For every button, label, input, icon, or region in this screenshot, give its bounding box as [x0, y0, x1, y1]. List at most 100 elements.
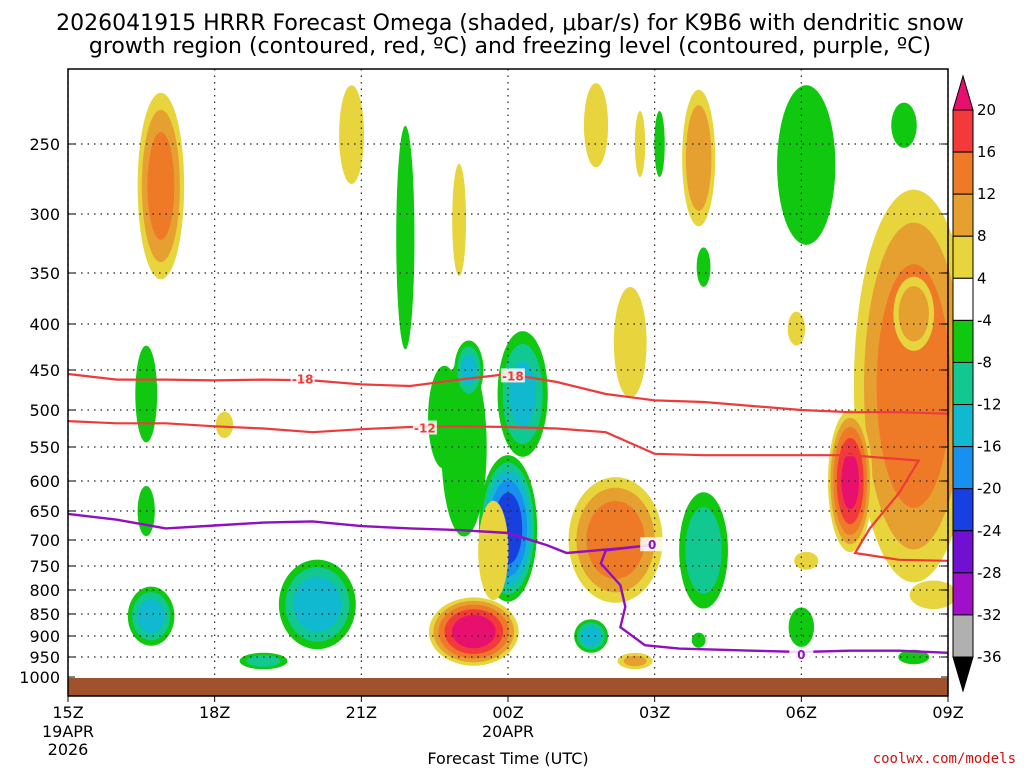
colorbar-bin: [952, 446, 974, 490]
colorbar-bottom-arrow: [952, 656, 974, 693]
x-tick-sublabel: 20APR: [482, 722, 534, 741]
x-tick-label: 06Z: [786, 703, 817, 722]
omega-cell: [497, 331, 548, 457]
chart-title-line-1: 2026041915 HRRR Forecast Omega (shaded, …: [56, 11, 964, 36]
omega-cell: [787, 311, 806, 346]
omega-contour-fill: [452, 163, 467, 277]
omega-contour-fill: [696, 247, 711, 287]
omega-cell: [452, 163, 467, 277]
omega-cell: [679, 492, 728, 609]
contour-lines: -18 -18 -12 0 0: [67, 368, 949, 662]
omega-cell: [617, 652, 653, 670]
omega-contour-fill: [685, 105, 712, 211]
omega-contour-fill: [396, 125, 415, 350]
omega-cell: [339, 85, 365, 184]
omega-cell: [135, 345, 158, 443]
dgz-contour-label: -12: [414, 422, 436, 436]
colorbar-label: 20: [977, 101, 996, 119]
y-tick-label: 950: [29, 648, 60, 667]
omega-cell: [777, 85, 836, 245]
omega-contour-fill: [215, 411, 234, 438]
omega-contour-fill: [691, 632, 706, 648]
omega-contour-fill: [428, 365, 461, 470]
omega-cell: [396, 125, 415, 350]
omega-contour-fill: [623, 655, 647, 667]
omega-cell: [428, 597, 519, 666]
colorbar-label: -16: [977, 438, 1002, 456]
credit-text: coolwx.com/models: [873, 751, 1016, 767]
dgz-contour-label: -18: [292, 373, 314, 387]
x-tick-label: 18Z: [199, 703, 230, 722]
colorbar-bin: [952, 235, 974, 279]
omega-cell: [428, 365, 461, 470]
y-tick-label: 600: [29, 472, 60, 491]
y-tick-label: 1000: [19, 668, 60, 687]
omega-contour-fill: [451, 614, 496, 649]
omega-contour-fill: [478, 500, 509, 601]
omega-contour-fill: [339, 85, 365, 184]
colorbar-bin: [952, 361, 974, 406]
omega-contour-fill: [613, 286, 647, 398]
colorbar-bin: [952, 109, 974, 153]
omega-contour-fill: [293, 576, 342, 633]
x-tick-label: 21Z: [346, 703, 377, 722]
dgz-contour-line: [67, 420, 949, 562]
omega-contour-fill: [583, 83, 609, 168]
y-tick-label: 550: [29, 438, 60, 457]
omega-cell: [613, 286, 647, 398]
y-axis: 250 300 350 400 450 500 550 600 650 700 750 800 850 9…: [19, 135, 948, 687]
ground-surface: [68, 678, 948, 696]
omega-contour-fill: [137, 599, 165, 634]
omega-contour-fill: [147, 132, 175, 240]
y-tick-label: 450: [29, 361, 60, 380]
omega-contour-fill: [586, 501, 645, 579]
omega-cell: [137, 92, 185, 280]
colorbar-label: 4: [977, 269, 987, 287]
x-tick-sublabel: 2026: [48, 740, 89, 759]
omega-cell: [891, 102, 917, 148]
omega-contour-fill: [777, 85, 836, 245]
omega-cell: [794, 551, 819, 570]
x-axis-label: Forecast Time (UTC): [427, 749, 588, 768]
colorbar-label: -32: [977, 606, 1002, 624]
colorbar-bin: [952, 614, 974, 658]
freezing-level-label: 0: [648, 538, 656, 552]
colorbar-bin: [952, 193, 974, 237]
omega-cell: [127, 586, 175, 646]
colorbar-bin: [952, 404, 974, 448]
colorbar-label: 8: [977, 227, 987, 245]
colorbar: 20 16 12 8 4 -4 -8 -12 -16 -20 -24 -28 -32 -36: [952, 74, 1002, 693]
colorbar-label: 16: [977, 143, 996, 161]
omega-contour-fill: [841, 452, 860, 510]
colorbar-label: -12: [977, 396, 1002, 414]
colorbar-label: -20: [977, 480, 1002, 498]
colorbar-bin: [952, 530, 974, 574]
omega-contour-fill: [685, 507, 722, 594]
omega-cell: [478, 500, 509, 601]
colorbar-label: -8: [977, 353, 992, 371]
contour-label-bg: [290, 371, 315, 386]
y-tick-label: 300: [29, 205, 60, 224]
contour-label-bg: [640, 537, 665, 552]
y-tick-label: 350: [29, 264, 60, 283]
x-tick-label: 00Z: [492, 703, 523, 722]
colorbar-bin: [952, 488, 974, 532]
contour-label-bg: [412, 420, 437, 435]
omega-cell: [278, 559, 356, 650]
colorbar-bin: [952, 277, 974, 321]
colorbar-bin: [952, 319, 974, 363]
omega-cell: [239, 652, 288, 670]
y-tick-label: 750: [29, 557, 60, 576]
omega-cell: [696, 247, 711, 287]
plot-area: -18 -18 -12 0 0: [67, 68, 974, 697]
chart-title-line-2: growth region (contoured, red, ºC) and f…: [89, 34, 931, 59]
omega-contour-fill: [909, 580, 958, 610]
y-tick-label: 700: [29, 531, 60, 550]
y-tick-label: 400: [29, 315, 60, 334]
omega-cell: [574, 619, 609, 653]
y-tick-label: 250: [29, 135, 60, 154]
y-tick-label: 850: [29, 605, 60, 624]
colorbar-bin: [952, 151, 974, 195]
ground-bar: [68, 678, 948, 696]
